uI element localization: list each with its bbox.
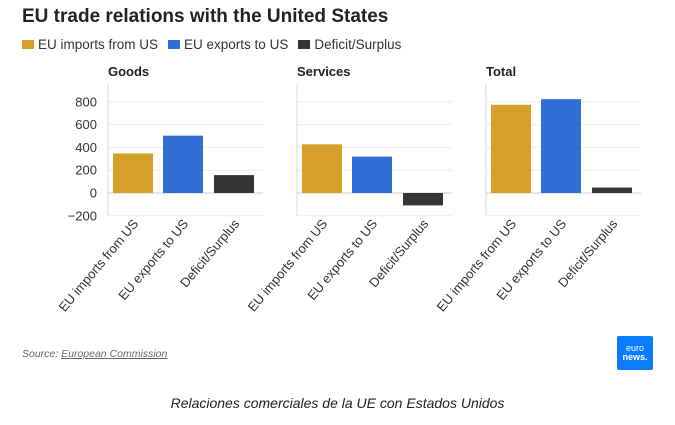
legend-label-balance: Deficit/Surplus bbox=[314, 37, 402, 52]
bar-services-1 bbox=[352, 156, 392, 193]
bar-services-2 bbox=[403, 193, 443, 206]
source-link[interactable]: European Commission bbox=[61, 348, 168, 360]
panel-title-goods: Goods bbox=[108, 64, 149, 79]
legend-item-imports: EU imports from US bbox=[22, 37, 158, 52]
legend-swatch-exports bbox=[168, 40, 181, 49]
legend-swatch-balance bbox=[298, 40, 311, 49]
legend: EU imports from US EU exports to US Defi… bbox=[22, 37, 401, 52]
legend-label-imports: EU imports from US bbox=[38, 37, 159, 52]
bar-total-1 bbox=[541, 99, 581, 193]
bar-total-2 bbox=[592, 187, 632, 193]
bar-goods-2 bbox=[214, 175, 254, 193]
source-note: Source: European Commission bbox=[22, 348, 167, 360]
y-tick-label: −200 bbox=[68, 208, 97, 223]
image-caption: Relaciones comerciales de la UE con Esta… bbox=[170, 395, 505, 411]
legend-label-exports: EU exports to US bbox=[184, 37, 289, 52]
bar-total-0 bbox=[491, 104, 531, 193]
source-prefix: Source: bbox=[22, 348, 62, 360]
bar-goods-0 bbox=[113, 153, 153, 193]
bar-goods-1 bbox=[163, 135, 203, 193]
y-tick-label: 0 bbox=[90, 186, 97, 201]
legend-swatch-imports bbox=[22, 40, 34, 49]
bar-services-0 bbox=[302, 144, 342, 193]
y-tick-label: 200 bbox=[75, 163, 97, 178]
legend-item-exports: EU exports to US bbox=[168, 37, 288, 52]
logo-line2: news. bbox=[622, 352, 648, 362]
euronews-logo: euro news. bbox=[617, 336, 653, 370]
panel-title-services: Services bbox=[297, 64, 351, 79]
y-tick-label: 800 bbox=[75, 94, 97, 109]
y-tick-label: 400 bbox=[75, 140, 97, 155]
y-tick-label: 600 bbox=[75, 117, 97, 132]
legend-item-balance: Deficit/Surplus bbox=[298, 37, 401, 52]
chart-title: EU trade relations with the United State… bbox=[22, 6, 389, 27]
panel-title-total: Total bbox=[486, 64, 516, 79]
logo-line1: euro bbox=[625, 343, 644, 353]
